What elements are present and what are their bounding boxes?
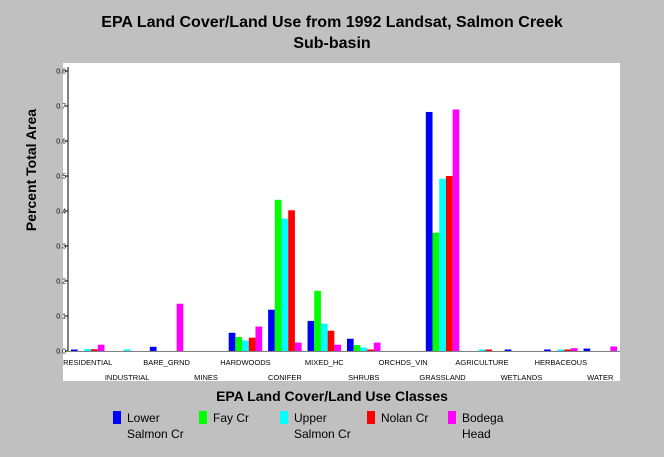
bar (439, 178, 446, 351)
bar (268, 309, 275, 351)
bar (235, 337, 243, 351)
legend-label: Upper Salmon Cr (294, 411, 351, 441)
x-tick-label: SHRUBS (348, 373, 379, 382)
bar (334, 344, 342, 351)
legend-swatch (367, 411, 375, 424)
y-tick-label: 0.1 (56, 314, 66, 321)
bar (255, 326, 263, 351)
x-tick-label: MIXED_HC (305, 358, 344, 367)
bar (564, 349, 571, 351)
y-tick-label: 0.2 (56, 279, 66, 286)
bar (367, 349, 374, 351)
bar (294, 342, 302, 351)
legend-label: Lower Salmon Cr (127, 411, 184, 441)
bar (307, 320, 315, 351)
bar (504, 349, 512, 351)
bar (544, 349, 551, 351)
legend-label: Bodega Head (462, 411, 504, 441)
bar (327, 330, 335, 351)
bar (248, 337, 256, 351)
x-tick-label: CONIFER (268, 373, 302, 382)
y-tick-label: 0.3 (56, 244, 66, 251)
bar (610, 346, 618, 351)
x-tick-label: WETLANDS (501, 373, 543, 382)
bar (425, 111, 433, 351)
x-tick-label: AGRICULTURE (455, 358, 508, 367)
x-tick-label: RESIDENTIAL (63, 358, 112, 367)
bar (314, 290, 321, 351)
bar (84, 348, 92, 351)
bar (123, 349, 131, 351)
chart-area: 0.0 0.1 0.2 0.3 0.4 0.5 0.6 0.7 0.8 RESIDENTIAL IN… (56, 63, 620, 382)
x-axis-label: EPA Land Cover/Land Use Classes (216, 388, 448, 404)
x-tick-label: ORCHDS_VIN (379, 358, 428, 367)
bar (478, 349, 486, 351)
bar (242, 340, 249, 351)
bar (281, 218, 289, 351)
bar (445, 176, 453, 351)
y-tick-label: 0.8 (56, 69, 66, 76)
bar (288, 210, 295, 351)
x-tick-label: GRASSLAND (419, 373, 466, 382)
bar (320, 323, 328, 351)
legend-swatch (199, 411, 207, 424)
bar (570, 348, 578, 351)
bar (360, 347, 368, 351)
bar (149, 346, 157, 351)
x-tick-label: WATER (587, 373, 614, 382)
x-tick-label: INDUSTRIAL (105, 373, 150, 382)
bar (432, 232, 440, 351)
x-tick-label: MINES (194, 373, 218, 382)
y-tick-label: 0.6 (56, 139, 66, 146)
bar (228, 332, 236, 351)
bar (274, 199, 282, 351)
bar (70, 349, 78, 351)
x-tick-label: HERBACEOUS (535, 358, 588, 367)
x-tick-label: HARDWOODS (220, 358, 270, 367)
y-tick-label: 0.4 (56, 209, 66, 216)
legend-swatch (113, 411, 121, 424)
bar (176, 303, 184, 351)
bar (485, 349, 493, 351)
chart-title-line1: EPA Land Cover/Land Use from 1992 Landsa… (101, 14, 563, 31)
bar (346, 338, 354, 351)
y-tick-label: 0.5 (56, 174, 66, 181)
bar (373, 342, 381, 351)
bar (583, 348, 591, 351)
x-tick-label: BARE_GRND (143, 358, 190, 367)
y-tick-label: 0.0 (56, 349, 66, 356)
plot-background (63, 63, 620, 381)
legend-swatch (448, 411, 456, 424)
bar (91, 349, 98, 351)
legend-swatch (280, 411, 288, 424)
bar (557, 349, 565, 351)
bar (353, 345, 361, 351)
legend-label: Nolan Cr (381, 411, 429, 425)
bar (452, 109, 460, 351)
legend-label: Fay Cr (213, 411, 249, 425)
chart-title-line2: Sub-basin (293, 35, 371, 52)
y-tick-label: 0.7 (56, 104, 66, 111)
bar (97, 344, 105, 351)
